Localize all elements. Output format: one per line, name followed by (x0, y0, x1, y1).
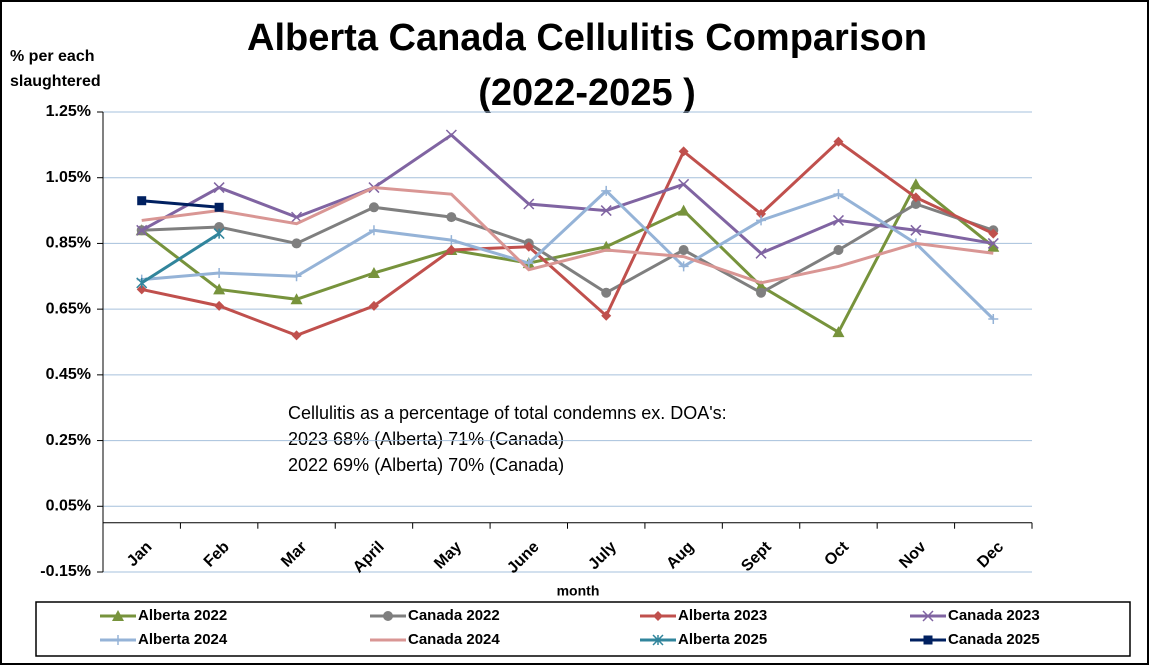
legend-label: Alberta 2024 (138, 631, 228, 648)
marker (987, 240, 1000, 252)
legend-label: Alberta 2022 (138, 607, 227, 624)
series-line (141, 139, 994, 338)
marker (523, 258, 534, 269)
marker (136, 284, 147, 295)
series-line (140, 181, 995, 335)
marker (367, 267, 380, 278)
marker (678, 178, 690, 190)
marker (136, 224, 148, 236)
marker (678, 261, 689, 272)
marker (213, 228, 225, 240)
marker (756, 208, 767, 219)
y-axis-label: slaughtered (10, 73, 101, 90)
y-tick-label: 1.05% (46, 169, 91, 186)
marker (600, 205, 612, 217)
legend-marker (383, 611, 393, 621)
marker (601, 310, 612, 321)
series-line (140, 232, 220, 285)
marker (910, 199, 921, 209)
marker (214, 202, 224, 212)
marker (214, 268, 225, 278)
marker (446, 245, 457, 255)
marker (136, 277, 148, 289)
legend-label: Canada 2025 (948, 631, 1040, 648)
legend-marker (112, 610, 124, 621)
y-axis-label: % per each (10, 48, 94, 65)
y-tick-label: 0.05% (46, 498, 91, 515)
legend-marker (922, 610, 934, 622)
y-tick-label: 1.25% (46, 103, 91, 120)
marker (446, 212, 457, 223)
marker (755, 280, 768, 292)
marker (523, 198, 535, 210)
marker (756, 215, 767, 226)
legend-marker (653, 611, 663, 621)
series-line (141, 202, 994, 295)
marker (601, 185, 612, 196)
y-tick-label: 0.85% (46, 235, 91, 252)
marker (833, 189, 844, 200)
marker (213, 283, 226, 295)
legend-label: Alberta 2025 (678, 631, 767, 648)
marker (446, 235, 457, 246)
marker (601, 287, 612, 298)
legend-box (35, 601, 1131, 657)
marker (677, 204, 690, 216)
chart-title: Alberta Canada Cellulitis Comparison (247, 17, 927, 59)
annotation: 2023 68% (Alberta) 71% (Canada) (288, 429, 564, 449)
legend-marker (652, 634, 664, 646)
marker (833, 245, 844, 255)
legend-label: Alberta 2023 (678, 607, 767, 624)
marker (988, 228, 999, 239)
marker (214, 222, 225, 232)
annotation: 2022 69% (Alberta) 70% (Canada) (288, 455, 564, 475)
marker (678, 245, 689, 255)
legend-label: Canada 2024 (408, 631, 500, 648)
series-line (140, 133, 994, 256)
marker (368, 202, 379, 213)
series-line (141, 199, 220, 209)
series-line (141, 186, 994, 285)
chart-title: (2022-2025 ) (478, 72, 696, 114)
marker (756, 287, 767, 298)
marker (910, 192, 921, 203)
legend-label: Canada 2022 (408, 607, 500, 624)
x-axis-label: month (557, 583, 600, 599)
marker (523, 241, 534, 252)
marker (910, 224, 922, 236)
legend-marker (113, 635, 123, 645)
marker (213, 182, 225, 194)
marker (987, 237, 999, 249)
marker (678, 146, 689, 157)
y-tick-label: 0.25% (46, 432, 91, 449)
marker (291, 330, 302, 341)
legend-marker (923, 635, 933, 645)
marker (291, 238, 302, 249)
annotation: Cellulitis as a percentage of total cond… (288, 403, 727, 423)
marker (755, 247, 767, 259)
legend-label: Canada 2023 (948, 607, 1040, 624)
y-tick-label: 0.65% (46, 300, 91, 317)
marker (832, 214, 844, 226)
marker (368, 300, 379, 311)
marker (833, 136, 844, 147)
marker (368, 225, 379, 236)
marker (291, 271, 302, 282)
marker (909, 178, 922, 190)
marker (214, 300, 225, 311)
marker (290, 293, 303, 305)
y-tick-label: 0.45% (46, 366, 91, 383)
marker (137, 196, 147, 206)
y-tick-label: -0.15% (40, 563, 91, 580)
marker (988, 314, 999, 324)
marker (445, 129, 457, 141)
series-line (141, 188, 995, 321)
marker (832, 326, 845, 338)
marker (291, 211, 303, 223)
